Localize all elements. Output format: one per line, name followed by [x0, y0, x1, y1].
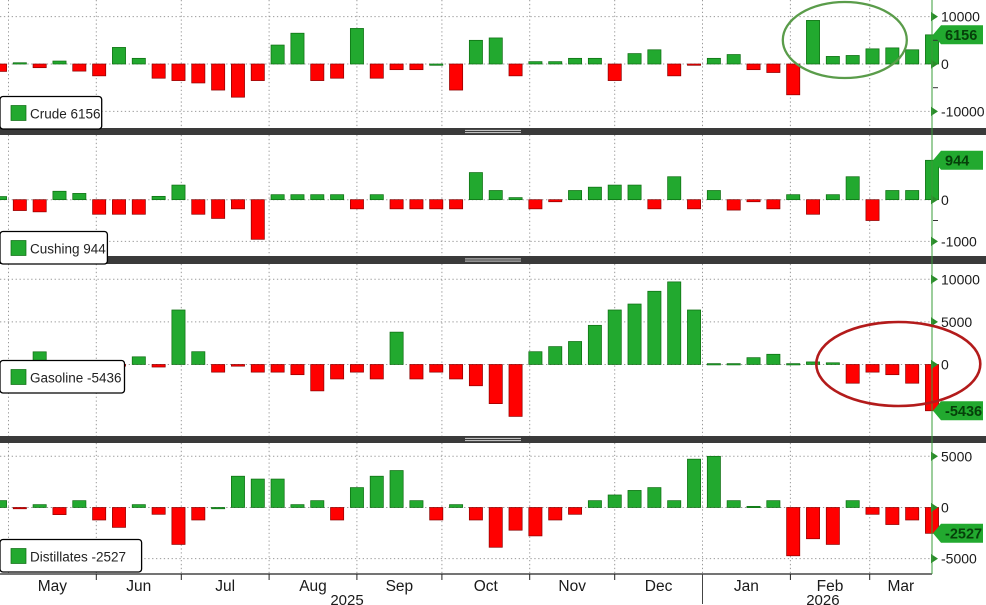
svg-text:10000: 10000 [941, 9, 980, 25]
svg-text:Jul: Jul [215, 578, 235, 595]
svg-text:5000: 5000 [941, 448, 972, 464]
svg-text:Jun: Jun [126, 578, 151, 595]
svg-text:0: 0 [941, 56, 949, 72]
svg-text:-10000: -10000 [941, 104, 985, 120]
svg-text:0: 0 [941, 357, 949, 373]
svg-text:Dec: Dec [645, 578, 673, 595]
svg-text:Distillates -2527: Distillates -2527 [30, 550, 126, 565]
svg-text:Sep: Sep [386, 578, 414, 595]
svg-text:Jan: Jan [734, 578, 759, 595]
svg-text:Mar: Mar [887, 578, 914, 595]
svg-text:0: 0 [941, 192, 949, 208]
svg-text:-5000: -5000 [941, 551, 977, 567]
svg-text:6156: 6156 [945, 28, 977, 44]
svg-text:5000: 5000 [941, 314, 972, 330]
svg-text:0: 0 [941, 500, 949, 516]
svg-text:10000: 10000 [941, 271, 980, 287]
svg-text:-5436: -5436 [945, 404, 982, 420]
svg-text:Aug: Aug [299, 578, 327, 595]
svg-text:Cushing 944: Cushing 944 [30, 242, 106, 257]
svg-text:Nov: Nov [558, 578, 586, 595]
svg-text:2025: 2025 [330, 592, 363, 605]
svg-text:-2527: -2527 [945, 526, 982, 542]
svg-text:-1000: -1000 [941, 234, 977, 250]
svg-text:Crude 6156: Crude 6156 [30, 107, 101, 122]
svg-text:May: May [38, 578, 68, 595]
svg-text:2026: 2026 [806, 592, 839, 605]
svg-text:Gasoline -5436: Gasoline -5436 [30, 371, 122, 386]
svg-text:Oct: Oct [474, 578, 499, 595]
svg-text:944: 944 [945, 153, 969, 169]
